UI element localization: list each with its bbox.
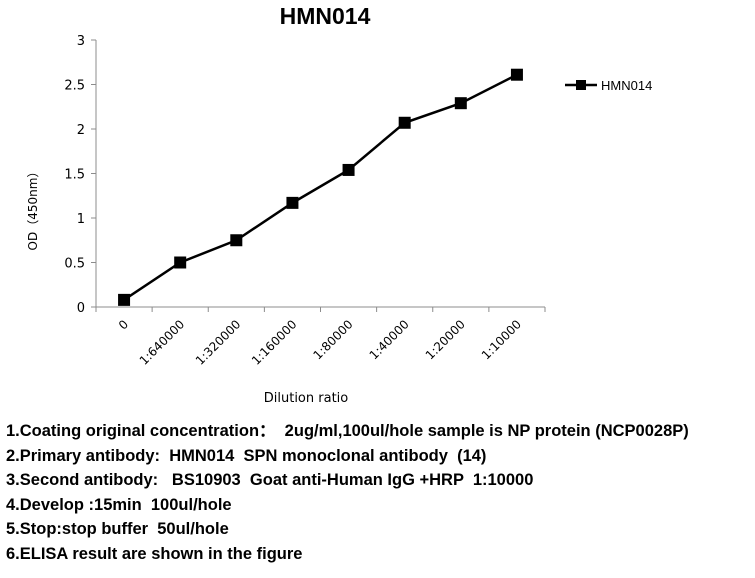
note-result: 6.ELISA result are shown in the figure — [6, 544, 303, 563]
y-tick-label: 2.5 — [64, 79, 85, 94]
note-coating: 1.Coating original concentration： 2ug/ml… — [6, 422, 689, 440]
x-tick-label: 1:640000 — [137, 317, 188, 368]
data-point — [510, 68, 523, 81]
experiment-notes: 1.Coating original concentration： 2ug/ml… — [6, 419, 689, 566]
y-ticks: 0 0.5 1 1.5 2 2.5 3 — [64, 34, 96, 316]
x-tick-label: 1:40000 — [367, 317, 412, 362]
y-tick-label: 0 — [77, 301, 85, 316]
x-tick-label: 1:320000 — [193, 317, 244, 368]
y-tick-label: 3 — [77, 34, 85, 49]
data-point — [342, 163, 355, 176]
note-second-antibody: 3.Second antibody: BS10903 Goat anti-Hum… — [6, 471, 534, 489]
y-axis: 0 0.5 1 1.5 2 2.5 3 — [64, 34, 97, 316]
series-hmn014 — [118, 68, 523, 306]
x-axis-label: Dilution ratio — [264, 391, 349, 406]
data-point — [174, 256, 187, 269]
elisa-line-chart: HMN014 00.511.522.53 0 1:640000 1:320000 1:… — [26, 3, 652, 406]
data-point — [230, 234, 243, 247]
x-ticks: 0 1:640000 1:320000 1:160000 1:80000 1:40000 1… — [95, 307, 546, 368]
x-tick-label: 1:20000 — [423, 317, 468, 362]
y-axis-label: OD（450nm） — [26, 166, 40, 251]
series-line — [123, 73, 518, 301]
y-tick-label: 0.5 — [64, 257, 85, 272]
data-point — [454, 97, 467, 110]
legend: HMN014 — [565, 78, 652, 93]
legend-label: HMN014 — [601, 78, 652, 93]
data-point — [286, 196, 299, 209]
y-tick-label: 2 — [77, 123, 85, 138]
y-tick-label: 1.5 — [64, 168, 85, 183]
data-point — [118, 293, 131, 306]
x-axis: 0 1:640000 1:320000 1:160000 1:80000 1:40000 1… — [95, 306, 546, 368]
note-stop: 5.Stop:stop buffer 50ul/hole — [6, 520, 229, 538]
x-tick-label: 1:160000 — [249, 317, 300, 368]
x-tick-label: 0 — [116, 317, 131, 332]
note-develop: 4.Develop :15min 100ul/hole — [6, 495, 232, 514]
x-tick-label: 1:10000 — [479, 317, 524, 362]
y-tick-label: 1 — [77, 212, 85, 227]
data-point — [398, 116, 411, 129]
note-primary-antibody: 2.Primary antibody: HMN014 SPN monoclona… — [6, 446, 487, 465]
x-tick-label: 1:80000 — [311, 317, 356, 362]
legend-marker-swatch — [576, 80, 586, 90]
chart-title: HMN014 — [280, 3, 371, 29]
